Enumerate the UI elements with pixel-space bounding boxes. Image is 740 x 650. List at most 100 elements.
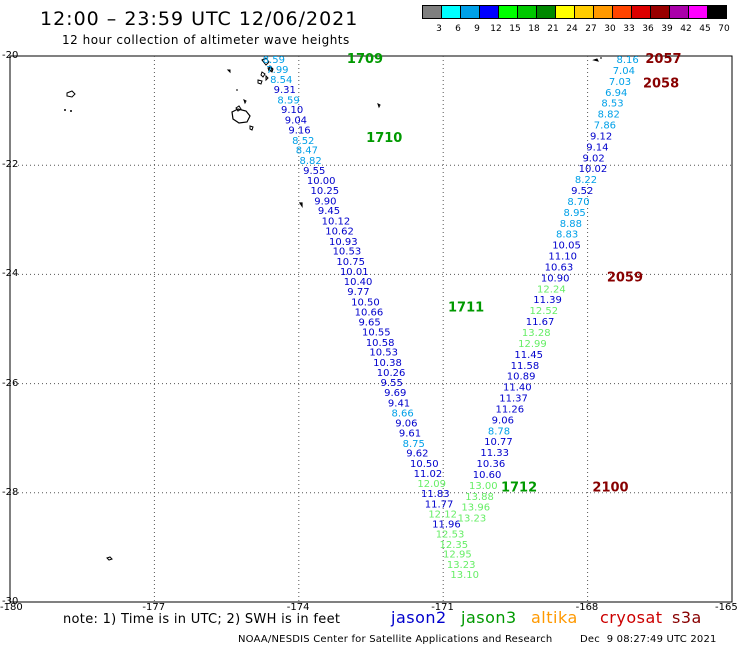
credit-text: NOAA/NESDIS Center for Satellite Applica…: [238, 634, 553, 645]
wave-height-reading: 10.89: [507, 372, 536, 383]
wave-height-reading: 12.35: [439, 540, 468, 551]
wave-height-reading: 9.90: [314, 196, 336, 207]
wave-height-reading: 11.33: [480, 448, 509, 459]
wave-height-reading: 8.66: [391, 408, 413, 419]
wave-height-reading: 8.88: [560, 219, 582, 230]
wave-height-reading: 8.78: [488, 426, 510, 437]
note-text: note: 1) Time is in UTC; 2) SWH is in fe…: [63, 612, 341, 627]
wave-height-reading: 9.55: [381, 378, 403, 389]
island-shape: [235, 99, 254, 131]
wave-height-reading: 9.12: [590, 131, 612, 142]
wave-height-reading: 7.03: [609, 77, 631, 88]
wave-height-reading: 11.83: [421, 489, 450, 500]
wave-height-reading: 10.01: [340, 267, 369, 278]
wave-height-reading: 11.40: [503, 383, 532, 394]
wave-height-reading: 10.25: [310, 186, 339, 197]
scale-label: 6: [455, 24, 461, 34]
wave-height-reading: 8.59: [263, 55, 285, 66]
island-shape: [592, 57, 602, 62]
wave-height-reading: 11.96: [432, 520, 461, 531]
wave-height-reading: 10.50: [351, 297, 380, 308]
pass-number-label: 2057: [645, 52, 681, 67]
satellite-legend-item: jason2: [391, 608, 447, 627]
wave-height-reading: 9.77: [347, 287, 369, 298]
island-shape: [226, 69, 238, 91]
wave-height-reading: 11.37: [499, 394, 528, 405]
wave-height-reading: 10.55: [362, 327, 391, 338]
map-subtitle: 12 hour collection of altimeter wave hei…: [62, 33, 350, 47]
scale-label: 27: [585, 24, 597, 34]
scale-swatch: [707, 5, 727, 19]
wave-height-reading: 6.94: [605, 88, 627, 99]
wave-height-reading: 11.10: [548, 252, 577, 263]
wave-height-reading: 8.82: [300, 156, 322, 167]
latitude-label: -24: [2, 268, 19, 280]
wave-height-reading: 13.88: [465, 492, 494, 503]
wave-height-reading: 9.06: [395, 419, 417, 430]
wave-height-reading: 9.02: [582, 153, 604, 164]
altimeter-track-a: 8.597.998.549.318.599.109.049.168.528.47…: [263, 55, 479, 581]
scale-label: 15: [509, 24, 521, 34]
wave-height-reading: 10.38: [373, 358, 402, 369]
wave-height-reading: 13.23: [458, 514, 487, 525]
wave-height-reading: 10.12: [322, 217, 351, 228]
wave-height-reading: 7.99: [266, 65, 288, 76]
scale-label: 39: [661, 24, 673, 34]
wave-height-reading: 7.04: [613, 66, 635, 77]
wave-height-reading: 9.69: [384, 388, 406, 399]
wave-height-reading: 10.62: [325, 226, 354, 237]
altimeter-track-b: 8.167.047.036.948.538.827.869.129.149.02…: [458, 55, 639, 525]
longitude-label: -177: [142, 602, 166, 613]
graticule-grid: [10, 56, 732, 602]
island-shape: [64, 109, 72, 112]
wave-height-reading: 9.16: [288, 125, 310, 136]
wave-height-reading: 12.09: [417, 479, 446, 490]
wave-height-reading: 11.26: [495, 404, 524, 415]
wave-height-reading: 8.83: [556, 230, 578, 241]
wave-height-reading: 8.54: [270, 75, 292, 86]
pass-number-label: 2058: [643, 77, 679, 92]
wave-height-reading: 10.50: [410, 459, 439, 470]
longitude-label: -165: [715, 602, 738, 613]
pass-number-label: 1709: [347, 52, 383, 67]
pass-number-labels: 1709 1710 1711 1712 2057 2058 2059 2100: [347, 52, 682, 496]
island-shape: [377, 103, 381, 109]
scale-label: 12: [490, 24, 502, 34]
scale-label: 3: [436, 24, 442, 34]
longitude-label: -180: [0, 602, 23, 613]
island-shape: [257, 57, 274, 85]
pass-number-label: 2100: [592, 481, 628, 496]
wave-height-reading: 9.10: [281, 105, 303, 116]
wave-height-reading: 10.26: [377, 368, 406, 379]
wave-height-reading: 10.77: [484, 437, 513, 448]
wave-height-reading: 10.75: [336, 257, 365, 268]
wave-height-reading: 13.23: [447, 560, 476, 571]
wave-height-reading: 10.40: [344, 277, 373, 288]
wave-height-reading: 10.90: [541, 273, 570, 284]
island-shape: [106, 556, 113, 561]
longitude-label: -168: [575, 602, 599, 613]
wave-height-reading: 11.58: [511, 361, 540, 372]
latitude-label: -26: [2, 377, 19, 389]
wave-height-reading: 11.02: [414, 469, 443, 480]
wave-height-reading: 9.55: [303, 166, 325, 177]
scale-label: 24: [566, 24, 578, 34]
latitude-label: -28: [2, 486, 19, 498]
wave-height-reading: 9.52: [571, 186, 593, 197]
wave-height-reading: 10.05: [552, 241, 581, 252]
wave-height-reading: 9.45: [318, 206, 340, 217]
wave-height-reading: 9.62: [406, 449, 428, 460]
map-frame: [9, 55, 733, 603]
longitude-label: -171: [431, 602, 454, 613]
map-title: 12:00 – 23:59 UTC 12/06/2021: [40, 8, 359, 30]
wave-height-reading: 9.31: [274, 85, 296, 96]
wave-height-reading: 12.95: [443, 550, 472, 561]
scale-label: 33: [623, 24, 635, 34]
wave-height-reading: 8.75: [403, 439, 425, 450]
wave-height-reading: 9.61: [399, 428, 421, 439]
generated-timestamp: Dec 9 08:27:49 UTC 2021: [580, 634, 717, 645]
pass-number-label: 1712: [501, 481, 537, 496]
wave-height-reading: 12.52: [529, 306, 558, 317]
wave-height-reading: 11.77: [425, 499, 454, 510]
